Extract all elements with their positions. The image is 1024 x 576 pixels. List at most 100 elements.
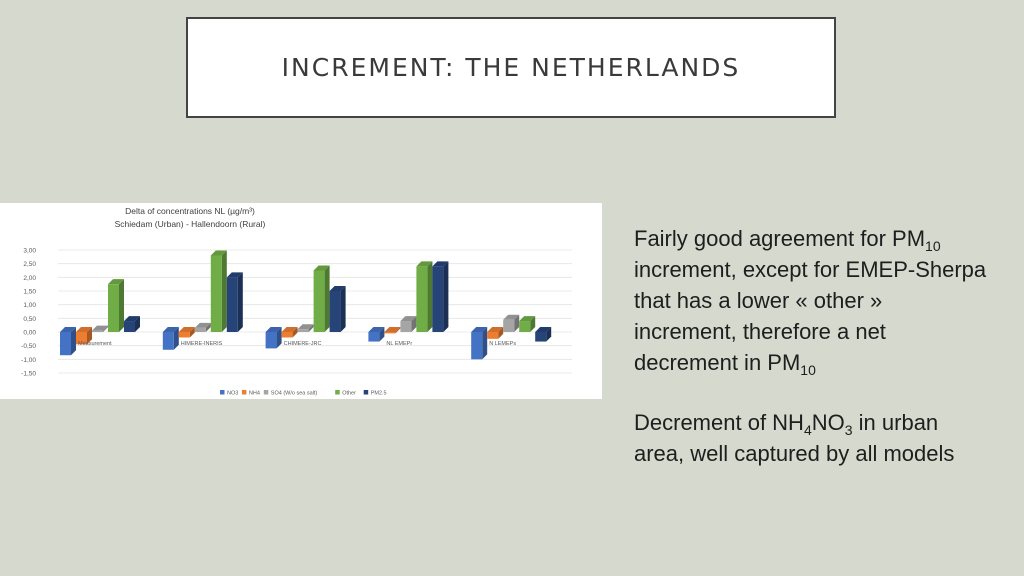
bar-side	[498, 327, 504, 339]
paragraph-agreement: Fairly good agreement for PM10 increment…	[634, 223, 1014, 378]
bar-nh4	[178, 332, 190, 338]
bar-top	[178, 327, 195, 332]
text-line: Fairly good agreement for PM	[634, 226, 926, 251]
bar-pm2-5	[535, 332, 547, 342]
bar-top	[162, 327, 179, 332]
bar-so4-w-o-sea-salt-	[400, 321, 412, 332]
y-tick-label: 2,00	[23, 275, 36, 282]
y-tick-label: 0,50	[23, 316, 36, 323]
category-label: N LEMEPs	[489, 341, 516, 347]
text-line: that has a lower « other »	[634, 288, 883, 313]
bar-other	[416, 266, 428, 332]
bar-other	[519, 321, 531, 332]
legend-label: Other	[342, 391, 356, 397]
bar-other	[210, 255, 222, 332]
legend-swatch	[241, 390, 247, 395]
bar-top	[432, 261, 449, 267]
legend-swatch	[335, 390, 340, 395]
bar-side	[87, 327, 92, 345]
text-line: increment, therefore a net	[634, 319, 886, 344]
slide-title: INCREMENT: THE NETHERLANDS	[281, 53, 741, 82]
text-line: in urban	[852, 410, 939, 435]
bar-top	[108, 279, 124, 285]
category-label: HIMERE-INERIS	[181, 341, 223, 347]
bar-so4-w-o-sea-salt-	[503, 319, 515, 332]
bar-side	[237, 272, 243, 332]
bar-no3	[368, 332, 380, 342]
legend-swatch	[220, 390, 225, 395]
bar-so4-w-o-sea-salt-	[194, 327, 206, 332]
bar-pm2-5	[329, 291, 341, 332]
legend-label: SO4 (W/o sea salt)	[271, 391, 318, 397]
bar-no3	[162, 332, 174, 350]
bar-side	[340, 286, 346, 332]
subscript: 10	[925, 238, 941, 254]
bar-side	[443, 261, 449, 332]
bar-top	[313, 265, 330, 271]
bar-no3	[265, 332, 277, 349]
bar-side	[276, 327, 282, 349]
title-box: INCREMENT: THE NETHERLANDS	[186, 17, 836, 118]
bar-no3	[471, 332, 483, 360]
legend-label: PM2.5	[371, 391, 387, 397]
paragraph-decrement: Decrement of NH4NO3 in urban area, well …	[634, 407, 1014, 469]
bar-side	[427, 261, 433, 332]
chart-title: Delta of concentrations NL (µg/m³)	[125, 206, 255, 216]
bar-top	[92, 325, 108, 331]
subscript: 4	[803, 422, 812, 438]
bar-top	[265, 327, 282, 332]
bar-top	[297, 324, 314, 330]
bar-top	[487, 327, 504, 332]
text-line: increment, except for EMEP-Sherpa	[634, 257, 987, 282]
category-label: CHIMERE-JRC	[284, 341, 322, 347]
legend-label: NH4	[249, 391, 260, 397]
bar-nh4	[487, 332, 499, 339]
bar-top	[368, 327, 385, 332]
bar-pm2-5	[432, 266, 444, 332]
y-tick-label: -1,00	[21, 357, 36, 364]
bar-top	[226, 272, 243, 278]
bar-top	[281, 327, 298, 332]
bar-nh4	[76, 332, 87, 345]
bar-side	[411, 316, 417, 332]
bar-top	[210, 250, 227, 256]
text-line: NO	[811, 410, 845, 435]
bar-top	[60, 327, 76, 332]
bar-top	[194, 322, 211, 328]
bar-side	[379, 327, 385, 342]
text-line: decrement in PM	[634, 350, 801, 375]
legend-label: NO3	[227, 391, 238, 397]
bar-top	[519, 316, 536, 322]
chart-subtitle: Schiedam (Urban) - Hallendoorn (Rural)	[115, 219, 266, 229]
bar-side	[530, 316, 536, 332]
bar-side	[221, 250, 227, 332]
bar-side	[514, 314, 520, 332]
bar-top	[384, 327, 401, 332]
legend-swatch	[363, 390, 369, 395]
y-tick-label: 0,00	[23, 330, 36, 337]
bar-side	[308, 324, 314, 332]
y-tick-label: 2,50	[23, 261, 36, 268]
bar-so4-w-o-sea-salt-	[297, 329, 309, 332]
bar-other	[313, 270, 325, 332]
subscript: 10	[800, 362, 816, 378]
bar-side	[546, 327, 552, 342]
bar-top	[535, 327, 552, 332]
bar-top	[329, 286, 346, 291]
bar-other	[108, 284, 119, 332]
bar-top	[503, 314, 520, 320]
bar-top	[416, 261, 433, 267]
bar-no3	[60, 332, 71, 356]
y-tick-label: 1,00	[23, 302, 36, 309]
bar-pm2-5	[226, 277, 238, 332]
y-tick-label: 1,50	[23, 289, 36, 296]
bar-top	[124, 316, 140, 322]
chart-svg: Delta of concentrations NL (µg/m³) Schied…	[21, 206, 572, 397]
bar-side	[395, 327, 401, 334]
text-line: area, well captured by all models	[634, 441, 955, 466]
bar-side	[292, 327, 298, 338]
bar-side	[71, 327, 76, 356]
bar-pm2-5	[124, 321, 135, 332]
y-tick-label: -0,50	[21, 343, 36, 350]
bar-side	[119, 279, 124, 332]
